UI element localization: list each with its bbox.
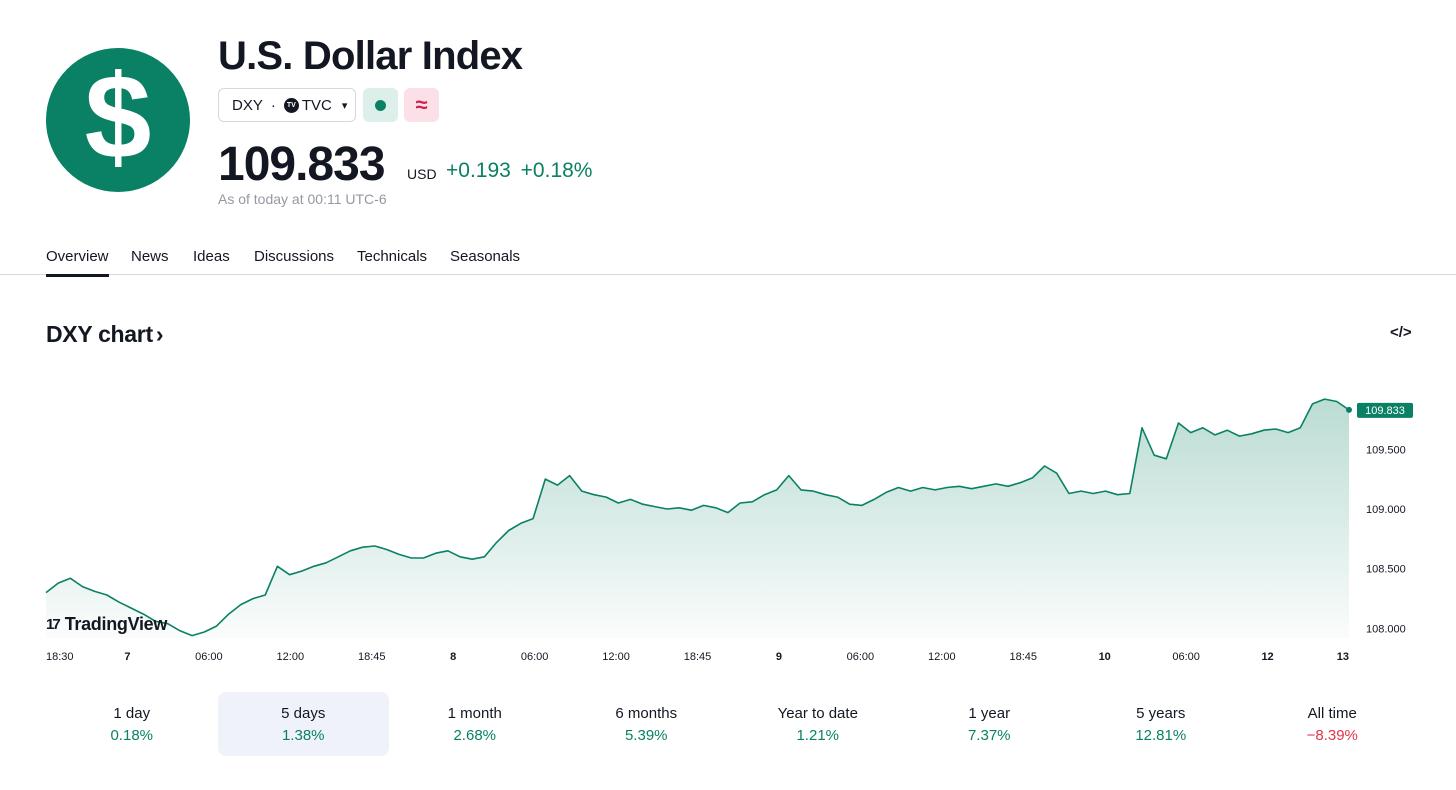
last-price-dot	[1346, 406, 1352, 413]
as-of-timestamp: As of today at 00:11 UTC-6	[218, 191, 387, 207]
symbol-selector[interactable]: DXY · TV TVC ▾	[218, 88, 356, 122]
period-1-year[interactable]: 1 year 7.37%	[904, 692, 1076, 756]
period-label: 6 months	[615, 704, 678, 722]
x-axis-tick: 12:00	[602, 651, 630, 663]
x-axis-tick: 06:00	[521, 651, 549, 663]
period-1-day[interactable]: 1 day 0.18%	[46, 692, 218, 756]
x-axis-tick: 06:00	[847, 651, 875, 663]
exchange-text: TVC	[301, 96, 332, 114]
price-change: +0.193 +0.18%	[446, 159, 592, 183]
embed-chart-button[interactable]: </>	[1390, 324, 1412, 341]
x-axis-tick: 18:45	[684, 651, 712, 663]
period-year-to-date[interactable]: Year to date 1.21%	[732, 692, 904, 756]
page-title: U.S. Dollar Index	[218, 34, 523, 78]
period-5-years[interactable]: 5 years 12.81%	[1075, 692, 1247, 756]
period-all-time[interactable]: All time −8.39%	[1247, 692, 1419, 756]
market-open-button[interactable]	[363, 88, 398, 122]
x-axis-tick: 7	[124, 651, 130, 663]
period-1-month[interactable]: 1 month 2.68%	[389, 692, 561, 756]
green-dot-icon	[375, 99, 386, 111]
x-axis-tick: 12:00	[277, 651, 305, 663]
period-label: 1 year	[968, 704, 1011, 722]
x-axis-tick: 10	[1099, 651, 1111, 663]
y-axis-tick: 109.500	[1366, 444, 1406, 456]
x-axis-tick: 18:45	[1009, 651, 1037, 663]
code-embed-icon: </>	[1390, 324, 1412, 341]
x-axis-tick: 12	[1261, 651, 1273, 663]
x-axis-tick: 18:45	[358, 651, 386, 663]
separator-dot: ·	[270, 96, 276, 114]
period-value: 0.18%	[110, 726, 154, 744]
period-label: 1 month	[447, 704, 502, 722]
last-price-tag	[1357, 402, 1413, 418]
chevron-down-icon: ▾	[341, 99, 348, 112]
x-axis-tick: 06:00	[195, 651, 223, 663]
tradingview-logo-icon: 17	[46, 616, 61, 633]
x-axis-tick: 06:00	[1172, 651, 1200, 663]
x-axis-tick: 18:30	[46, 651, 74, 663]
period-5-days[interactable]: 5 days 1.38%	[217, 692, 389, 756]
y-axis-tick: 108.000	[1366, 623, 1406, 635]
performance-periods: 1 day 0.18% 5 days 1.38% 1 month 2.68% 6 mo…	[46, 692, 1418, 756]
chart-title-link[interactable]: DXY chart ›	[46, 321, 163, 348]
currency-label: USD	[407, 166, 437, 182]
dollar-sign-icon: $	[84, 50, 152, 184]
period-value: 12.81%	[1135, 726, 1187, 744]
change-absolute: +0.193	[446, 159, 511, 182]
chevron-right-icon: ›	[155, 321, 164, 347]
x-axis-tick: 8	[450, 651, 456, 663]
tab-ideas[interactable]: Ideas	[193, 248, 230, 265]
period-value: 2.68%	[453, 726, 497, 744]
chart-title-text: DXY chart	[46, 321, 153, 347]
tab-technicals[interactable]: Technicals	[357, 248, 428, 265]
price-chart[interactable]: 109.833 109.500 109.000 108.500 108.000 18:30…	[0, 380, 1456, 670]
watermark-text: TradingView	[64, 614, 168, 634]
tab-bar: Overview News Ideas Discussions Technica…	[0, 236, 1456, 277]
tab-seasonals[interactable]: Seasonals	[450, 248, 521, 265]
tab-overview[interactable]: Overview	[46, 248, 109, 277]
tab-discussions[interactable]: Discussions	[254, 248, 335, 265]
period-value: −8.39%	[1306, 726, 1358, 744]
chart-line	[45, 398, 1350, 637]
exchange-logo-icon: TV	[283, 97, 299, 113]
tradingview-watermark: 17 TradingView	[46, 614, 167, 635]
period-value: 7.37%	[967, 726, 1011, 744]
symbol-text: DXY	[232, 96, 263, 114]
period-value: 1.38%	[281, 726, 325, 744]
chart-area-fill	[46, 399, 1349, 638]
x-axis-tick: 9	[776, 651, 782, 663]
period-value: 1.21%	[796, 726, 840, 744]
dollar-logo: $	[46, 48, 190, 192]
y-axis-tick: 109.000	[1366, 504, 1406, 516]
period-6-months[interactable]: 6 months 5.39%	[561, 692, 733, 756]
price-value: 109.833	[218, 138, 386, 191]
delayed-data-button[interactable]: ≈	[404, 88, 439, 122]
x-axis-tick: 13	[1337, 651, 1349, 663]
change-percent: +0.18%	[520, 159, 593, 182]
tab-news[interactable]: News	[131, 248, 169, 265]
period-label: All time	[1307, 704, 1357, 722]
y-axis-tick: 108.500	[1366, 564, 1406, 576]
period-label: 5 days	[281, 704, 326, 722]
x-axis-tick: 12:00	[928, 651, 956, 663]
period-label: 5 years	[1136, 704, 1186, 722]
approx-icon: ≈	[415, 92, 428, 117]
period-label: Year to date	[777, 704, 858, 722]
period-value: 5.39%	[624, 726, 668, 744]
period-label: 1 day	[113, 704, 151, 722]
last-price-label: 109.833	[1365, 405, 1405, 417]
